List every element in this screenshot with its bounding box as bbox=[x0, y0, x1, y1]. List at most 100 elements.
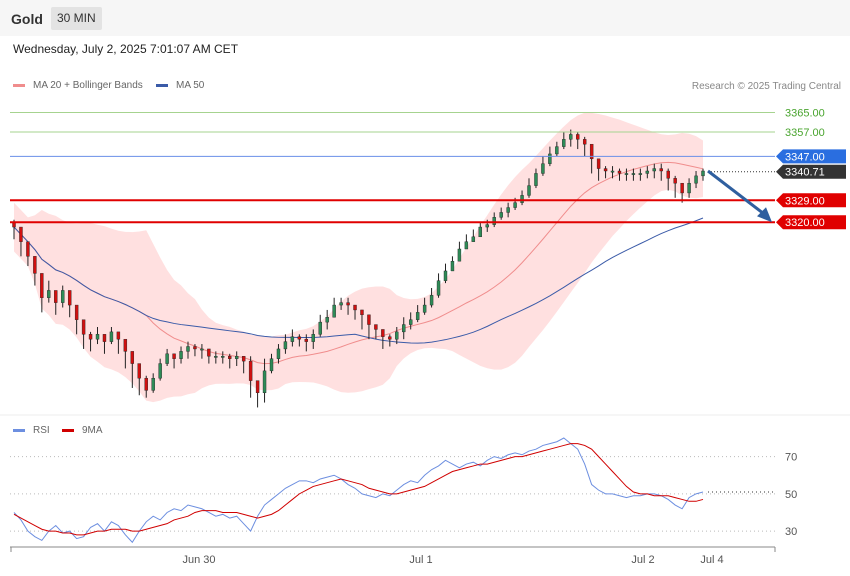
candle-body bbox=[513, 202, 517, 208]
candle-body bbox=[67, 290, 72, 306]
candle-body bbox=[179, 351, 183, 359]
candle-body bbox=[74, 304, 79, 320]
candle-body bbox=[666, 170, 670, 179]
candle-body bbox=[624, 173, 629, 175]
candle-body bbox=[673, 178, 677, 184]
candle-body bbox=[332, 304, 336, 318]
ma20-legend-label: MA 20 + Bollinger Bands bbox=[33, 80, 143, 91]
candle-body bbox=[576, 134, 580, 140]
candle-body bbox=[228, 356, 232, 359]
ma50-swatch bbox=[156, 84, 168, 87]
candle-body bbox=[200, 348, 204, 351]
candle-body bbox=[388, 336, 392, 340]
candle-body bbox=[499, 212, 503, 218]
candle-body bbox=[652, 168, 656, 172]
candle-body bbox=[19, 226, 23, 242]
candle-body bbox=[186, 346, 190, 352]
level-label: 3365.00 bbox=[785, 108, 825, 120]
candle-body bbox=[248, 360, 253, 381]
candle-body bbox=[109, 331, 114, 342]
candle-body bbox=[255, 380, 260, 394]
candle-body bbox=[311, 334, 315, 342]
candle-body bbox=[548, 153, 552, 164]
candle-body bbox=[415, 312, 420, 320]
rsi-tick-label: 30 bbox=[785, 526, 797, 538]
candle-body bbox=[235, 356, 239, 359]
candle-body bbox=[123, 338, 128, 352]
level-label: 3329.00 bbox=[785, 195, 825, 207]
candle-body bbox=[360, 309, 364, 316]
candle-body bbox=[61, 290, 65, 303]
candle-body bbox=[172, 353, 176, 359]
candle-body bbox=[464, 241, 469, 250]
candle-body bbox=[694, 175, 698, 184]
top-bar bbox=[0, 0, 850, 36]
candle-body bbox=[116, 331, 121, 340]
candle-body bbox=[555, 146, 559, 155]
research-credit: Research © 2025 Trading Central bbox=[691, 81, 841, 92]
candle-body bbox=[47, 290, 51, 298]
ma20-swatch bbox=[13, 84, 25, 87]
level-label: 3347.00 bbox=[785, 151, 825, 163]
candle-body bbox=[151, 377, 155, 391]
candle-body bbox=[638, 173, 643, 175]
candle-body bbox=[318, 321, 322, 335]
level-tag-support bbox=[776, 215, 846, 230]
candle-body bbox=[262, 370, 267, 394]
rsi-tick-label: 70 bbox=[785, 452, 797, 464]
candle-body bbox=[367, 314, 371, 325]
candle-body bbox=[680, 182, 684, 194]
rsi-ma-line bbox=[13, 443, 704, 536]
level-label: 3320.00 bbox=[785, 217, 825, 229]
timeframe-button[interactable]: 30 MIN bbox=[51, 7, 102, 30]
level-tag-support bbox=[776, 193, 846, 208]
candle-body bbox=[506, 207, 510, 213]
ma50-line bbox=[13, 217, 704, 344]
candle-body bbox=[346, 302, 350, 306]
candle-body bbox=[95, 334, 100, 340]
level-tag-pivot bbox=[776, 149, 846, 164]
candle-body bbox=[450, 260, 455, 272]
candle-body bbox=[492, 217, 496, 225]
level-tag-last bbox=[776, 164, 846, 179]
candle-body bbox=[269, 358, 274, 372]
ma50-legend-label: MA 50 bbox=[176, 80, 205, 91]
candle-body bbox=[402, 324, 406, 333]
candle-body bbox=[54, 290, 58, 303]
rsi-line bbox=[13, 437, 704, 544]
legend-ma20: MA 20 + Bollinger Bands bbox=[13, 80, 143, 91]
candle-body bbox=[290, 336, 295, 342]
candle-body bbox=[137, 363, 141, 379]
candle-body bbox=[701, 170, 705, 177]
candle-body bbox=[165, 353, 169, 364]
candle-body bbox=[527, 185, 531, 196]
candle-body bbox=[541, 163, 545, 174]
candle-body bbox=[102, 334, 107, 342]
bollinger-bands bbox=[14, 112, 703, 403]
instrument-title: Gold bbox=[11, 11, 43, 27]
candle-body bbox=[645, 170, 650, 174]
candle-body bbox=[617, 170, 622, 174]
candle-body bbox=[395, 331, 399, 340]
candle-body bbox=[207, 348, 211, 357]
projection-arrow bbox=[707, 169, 764, 215]
candle-body bbox=[88, 334, 93, 340]
candle-body bbox=[422, 304, 427, 313]
rsi-swatch bbox=[13, 429, 25, 432]
candle-body bbox=[221, 356, 225, 358]
candle-body bbox=[241, 356, 246, 362]
candle-body bbox=[429, 295, 434, 306]
candle-body bbox=[408, 319, 413, 325]
candle-body bbox=[276, 348, 281, 359]
candle-body bbox=[374, 324, 378, 330]
x-tick-label: Jul 1 bbox=[409, 554, 432, 566]
legend-ma50: MA 50 bbox=[156, 80, 204, 91]
candle-body bbox=[485, 224, 489, 228]
rsi-legend-label: RSI bbox=[33, 425, 50, 436]
candle-body bbox=[33, 256, 37, 274]
candle-body bbox=[569, 134, 573, 140]
candle-body bbox=[130, 351, 135, 364]
candle-body bbox=[283, 341, 288, 350]
candle-body bbox=[457, 248, 462, 262]
